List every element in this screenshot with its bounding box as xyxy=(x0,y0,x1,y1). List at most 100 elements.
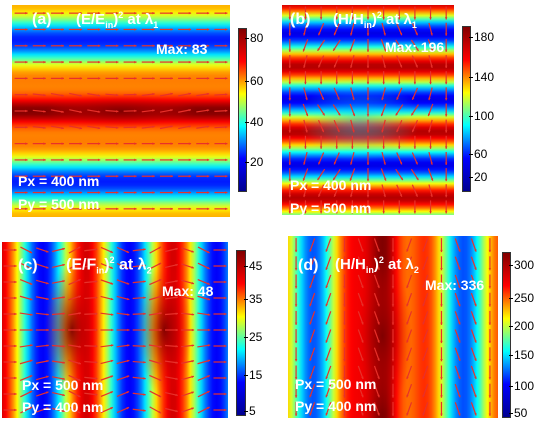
field-arrow xyxy=(422,256,429,271)
field-arrowhead xyxy=(126,375,130,378)
field-arrowhead xyxy=(62,296,65,299)
field-arrowhead xyxy=(206,44,210,48)
field-arrowhead xyxy=(333,161,337,165)
field-arrowhead xyxy=(175,296,178,299)
field-arrowhead xyxy=(191,391,194,394)
field-arrowhead xyxy=(79,94,82,97)
colorbar-tick-label: 20 xyxy=(474,169,488,184)
field-arrowhead xyxy=(152,92,155,96)
field-arrowhead xyxy=(79,44,83,48)
field-arrowhead xyxy=(422,303,425,307)
field-arrowhead xyxy=(77,246,81,250)
field-arrowhead xyxy=(110,297,114,301)
field-arrowhead xyxy=(322,112,325,116)
field-arrowhead xyxy=(79,174,83,178)
field-arrowhead xyxy=(430,33,433,36)
field-arrow xyxy=(422,311,429,325)
field-arrow xyxy=(357,402,364,416)
field-arrowhead xyxy=(422,358,425,361)
field-arrowhead xyxy=(152,60,155,64)
field-arrow xyxy=(454,274,461,289)
field-arrowhead xyxy=(62,328,65,332)
field-arrow xyxy=(470,292,477,307)
panel-title: (E/Fin)2 at λ2 xyxy=(66,256,152,276)
field-arrowhead xyxy=(134,11,137,15)
field-arrowhead xyxy=(350,162,353,165)
field-arrowhead xyxy=(45,407,49,410)
field-arrowhead xyxy=(343,286,346,289)
field-arrowhead xyxy=(79,11,83,15)
colorbar-tick-label: 50 xyxy=(514,405,528,420)
field-arrowhead xyxy=(430,178,434,181)
field-arrow xyxy=(470,274,477,289)
field-arrowhead xyxy=(191,328,195,332)
field-arrowhead xyxy=(361,340,364,343)
field-arrowhead xyxy=(422,376,425,380)
field-arrowhead xyxy=(444,17,448,20)
px-label: Px = 400 nm xyxy=(18,173,100,189)
field-arrowhead xyxy=(488,286,492,289)
field-arrowhead xyxy=(422,321,425,325)
field-arrowhead xyxy=(391,286,395,289)
field-arrowhead xyxy=(383,194,386,198)
field-arrowhead xyxy=(383,48,387,52)
field-arrowhead xyxy=(361,303,364,307)
field-arrowhead xyxy=(207,344,211,347)
field-arrowhead xyxy=(458,340,461,343)
field-arrowhead xyxy=(206,142,210,145)
colorbar-tick-mark xyxy=(469,176,473,178)
field-arrowhead xyxy=(43,191,46,194)
field-arrow xyxy=(373,365,380,380)
field-arrowhead xyxy=(488,322,492,325)
field-arrowhead xyxy=(427,113,431,117)
field-arrowhead xyxy=(158,394,162,398)
field-arrowhead xyxy=(377,358,380,361)
field-arrowhead xyxy=(116,142,119,145)
field-arrowhead xyxy=(78,345,82,348)
field-arrowhead xyxy=(43,60,46,64)
field-arrowhead xyxy=(97,60,101,64)
field-arrowhead xyxy=(325,358,328,361)
field-arrowhead xyxy=(305,97,308,101)
field-arrowhead xyxy=(79,77,83,80)
panel-title: (H/Hin)2 at λ1 xyxy=(333,11,417,30)
field-arrow xyxy=(406,383,413,398)
field-arrow xyxy=(309,383,316,398)
field-arrowhead xyxy=(116,93,119,97)
colorbar-tick-mark xyxy=(509,412,513,414)
field-arrowhead xyxy=(207,359,211,363)
max-label: Max: 336 xyxy=(425,277,485,293)
field-arrowhead xyxy=(361,394,364,398)
field-arrowhead xyxy=(399,194,403,197)
field-arrowhead xyxy=(225,93,228,96)
field-arrowhead xyxy=(206,158,210,162)
field-arrowhead xyxy=(343,304,346,307)
field-arrow xyxy=(325,329,332,343)
field-arrowhead xyxy=(422,267,425,270)
colorbar-tick-label: 60 xyxy=(474,146,488,161)
title-sup: 2 xyxy=(118,10,124,20)
field-arrowhead xyxy=(391,322,395,325)
field-arrowhead xyxy=(406,249,409,252)
field-arrowhead xyxy=(159,312,162,315)
field-arrowhead xyxy=(188,191,192,194)
field-arrow xyxy=(373,238,380,252)
field-arrowhead xyxy=(97,77,101,80)
field-arrowhead xyxy=(79,60,83,64)
field-arrowhead xyxy=(134,207,137,211)
field-arrowhead xyxy=(444,33,448,36)
field-arrowhead xyxy=(224,248,227,252)
field-arrowhead xyxy=(97,44,101,48)
field-arrowhead xyxy=(94,264,98,267)
colorbar-tick-label: 15 xyxy=(249,367,263,382)
field-arrowhead xyxy=(110,344,114,347)
field-arrowhead xyxy=(191,281,194,285)
field-arrowhead xyxy=(175,409,178,413)
field-arrowhead xyxy=(143,312,146,316)
title-at: at λ xyxy=(114,256,147,274)
field-arrowhead xyxy=(224,264,227,268)
field-arrowhead xyxy=(304,146,307,149)
field-arrowhead xyxy=(79,158,83,162)
field-arrowhead xyxy=(343,249,346,253)
field-arrowhead xyxy=(79,28,83,31)
